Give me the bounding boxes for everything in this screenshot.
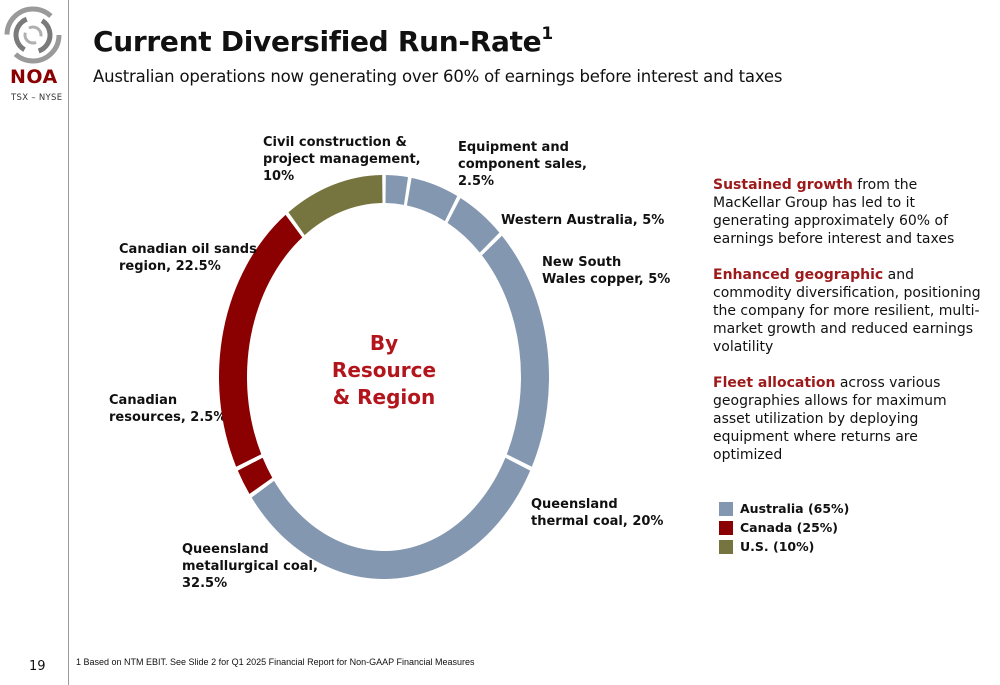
page-title: Current Diversified Run-Rate1: [93, 24, 553, 58]
slice-label: Queensland metallurgical coal, 32.5%: [182, 542, 318, 591]
slice-label-line: Civil construction &: [263, 135, 407, 150]
slice-label: Western Australia, 5%: [501, 213, 664, 228]
slice-label: New South Wales copper, 5%: [542, 255, 670, 287]
title-footnote-marker: 1: [541, 24, 553, 44]
center-label-line: By: [370, 331, 398, 355]
bullet-text: across various geographies allows for ma…: [713, 375, 947, 463]
brand-ticker: TSX – NYSE: [11, 93, 63, 103]
slice-label: Equipment and component sales, 2.5%: [458, 140, 587, 189]
slice-label-line: Queensland: [531, 497, 618, 512]
slice-label-line: Equipment and: [458, 140, 569, 155]
donut-slice: [481, 235, 549, 467]
legend-swatch: [719, 539, 733, 554]
brand-name: NOA: [10, 66, 58, 88]
bullet-list: Sustained growth from the MacKellar Grou…: [713, 176, 981, 482]
slice-label: Canadian oil sands region, 22.5%: [119, 242, 257, 274]
slice-label-line: Canadian oil sands: [119, 242, 257, 257]
donut-slice: [218, 214, 303, 467]
footnote: 1 Based on NTM EBIT. See Slide 2 for Q1 …: [76, 657, 475, 667]
slice-label-line: thermal coal, 20%: [531, 514, 663, 529]
bullet-emphasis: Fleet allocation: [713, 375, 836, 391]
slice-label-line: project management,: [263, 152, 421, 167]
bullet-text: from the MacKellar Group has led to it g…: [713, 177, 955, 247]
donut-slice: [447, 198, 500, 253]
donut-slice: [385, 175, 409, 205]
slice-label-line: region, 22.5%: [119, 259, 221, 274]
slice-label-line: 2.5%: [458, 174, 494, 189]
slice-label-line: New South: [542, 255, 621, 270]
page-subtitle: Australian operations now generating ove…: [93, 67, 783, 86]
legend-label: Canada (25%): [740, 520, 839, 535]
donut-center-label: By Resource & Region: [332, 331, 436, 409]
bullet-item: Fleet allocation across various geograph…: [713, 374, 981, 464]
legend-item: Australia (65%): [719, 499, 849, 518]
page-number: 19: [29, 659, 46, 674]
chart-legend: Australia (65%) Canada (25%) U.S. (10%): [719, 499, 849, 556]
donut-slice: [251, 457, 531, 579]
slice-label-line: resources, 2.5%: [109, 410, 226, 425]
legend-item: Canada (25%): [719, 518, 849, 537]
slice-label-line: Canadian: [109, 393, 177, 408]
donut-slice: [288, 175, 383, 236]
bullet-item: Enhanced geographic and commodity divers…: [713, 266, 981, 356]
slice-label-line: metallurgical coal,: [182, 559, 318, 574]
center-label-line: & Region: [333, 385, 436, 409]
bullet-text: and commodity diversification, positioni…: [713, 267, 981, 355]
sidebar-divider: [68, 0, 69, 685]
legend-label: Australia (65%): [740, 501, 850, 516]
center-label-line: Resource: [332, 358, 436, 382]
slice-label: Civil construction & project management, 1…: [263, 135, 421, 184]
swirl-icon: [4, 6, 62, 64]
slice-label-line: Queensland: [182, 542, 269, 557]
slice-label-line: Wales copper, 5%: [542, 272, 670, 287]
donut-slice: [237, 457, 273, 494]
title-text: Current Diversified Run-Rate: [93, 25, 542, 58]
slice-label-line: 10%: [263, 169, 294, 184]
slice-label-line: 32.5%: [182, 576, 227, 591]
bullet-emphasis: Enhanced geographic: [713, 267, 884, 283]
donut-chart: Equipment and component sales, 2.5% Western…: [109, 135, 670, 591]
legend-label: U.S. (10%): [740, 539, 815, 554]
slice-label: Canadian resources, 2.5%: [109, 393, 226, 425]
legend-swatch: [719, 520, 733, 535]
donut-slice: [406, 177, 458, 222]
bullet-item: Sustained growth from the MacKellar Grou…: [713, 176, 981, 248]
slice-label-line: component sales,: [458, 157, 587, 172]
legend-item: U.S. (10%): [719, 537, 849, 556]
legend-swatch: [719, 501, 733, 516]
slice-label: Queensland thermal coal, 20%: [531, 497, 663, 529]
noa-logo-icon: [4, 6, 62, 64]
bullet-emphasis: Sustained growth: [713, 177, 853, 193]
slice-label-line: Western Australia, 5%: [501, 213, 664, 228]
